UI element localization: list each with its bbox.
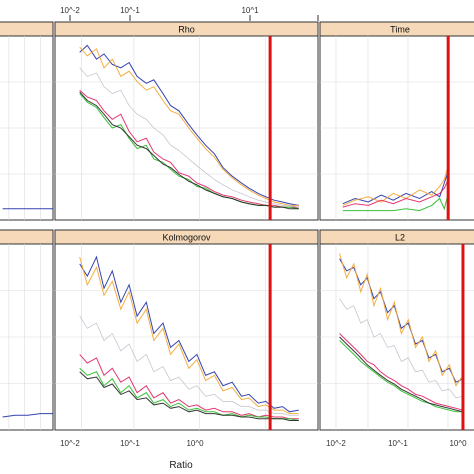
bottom-tick-label: 10^-1: [388, 439, 408, 448]
panel-strip: [0, 229, 54, 245]
series-line: [339, 298, 464, 399]
panel-partial: [0, 229, 54, 431]
series-line: [79, 46, 299, 206]
top-tick-label: 10^-1: [120, 6, 140, 15]
series-line: [79, 255, 299, 413]
panel-kolmogorov: Kolmogorov: [54, 229, 319, 431]
series-line: [339, 253, 464, 387]
series-line: [79, 89, 299, 208]
panel-time: Time: [319, 21, 474, 221]
top-tick-label: 10^-2: [60, 6, 80, 15]
series-line: [339, 336, 464, 413]
panel-rho: Rho: [54, 21, 319, 221]
panel-title: Time: [390, 25, 410, 35]
bottom-tick-label: 10^-1: [120, 439, 140, 448]
series-line: [79, 354, 299, 420]
panel-title: L2: [395, 233, 405, 243]
series-line: [79, 315, 299, 416]
bottom-tick-label: 10^0: [186, 439, 204, 448]
series-line: [342, 193, 449, 212]
panel-l2: L2: [319, 229, 474, 431]
series-line: [79, 256, 299, 415]
bottom-tick-label: 10^-2: [60, 439, 80, 448]
series-line: [79, 371, 299, 421]
bottom-tick-label: 10^-2: [326, 439, 346, 448]
series-line: [339, 340, 463, 413]
series-line: [79, 367, 299, 421]
series-line: [2, 413, 53, 418]
bottom-tick-label: 10^0: [449, 439, 467, 448]
series-line: [339, 333, 464, 411]
panels-group: Rho Time Kolmogorov L2: [0, 21, 474, 431]
series-line: [342, 179, 449, 208]
series-line: [79, 91, 299, 210]
panel-partial: [0, 21, 54, 221]
panel-strip: [0, 21, 54, 37]
panel-title: Rho: [178, 25, 195, 35]
top-tick-label: 10^1: [241, 6, 259, 15]
x-axis-label: Ratio: [169, 460, 193, 471]
panel-title: Kolmogorov: [162, 233, 211, 243]
series-line: [79, 67, 299, 208]
series-line: [339, 258, 464, 383]
